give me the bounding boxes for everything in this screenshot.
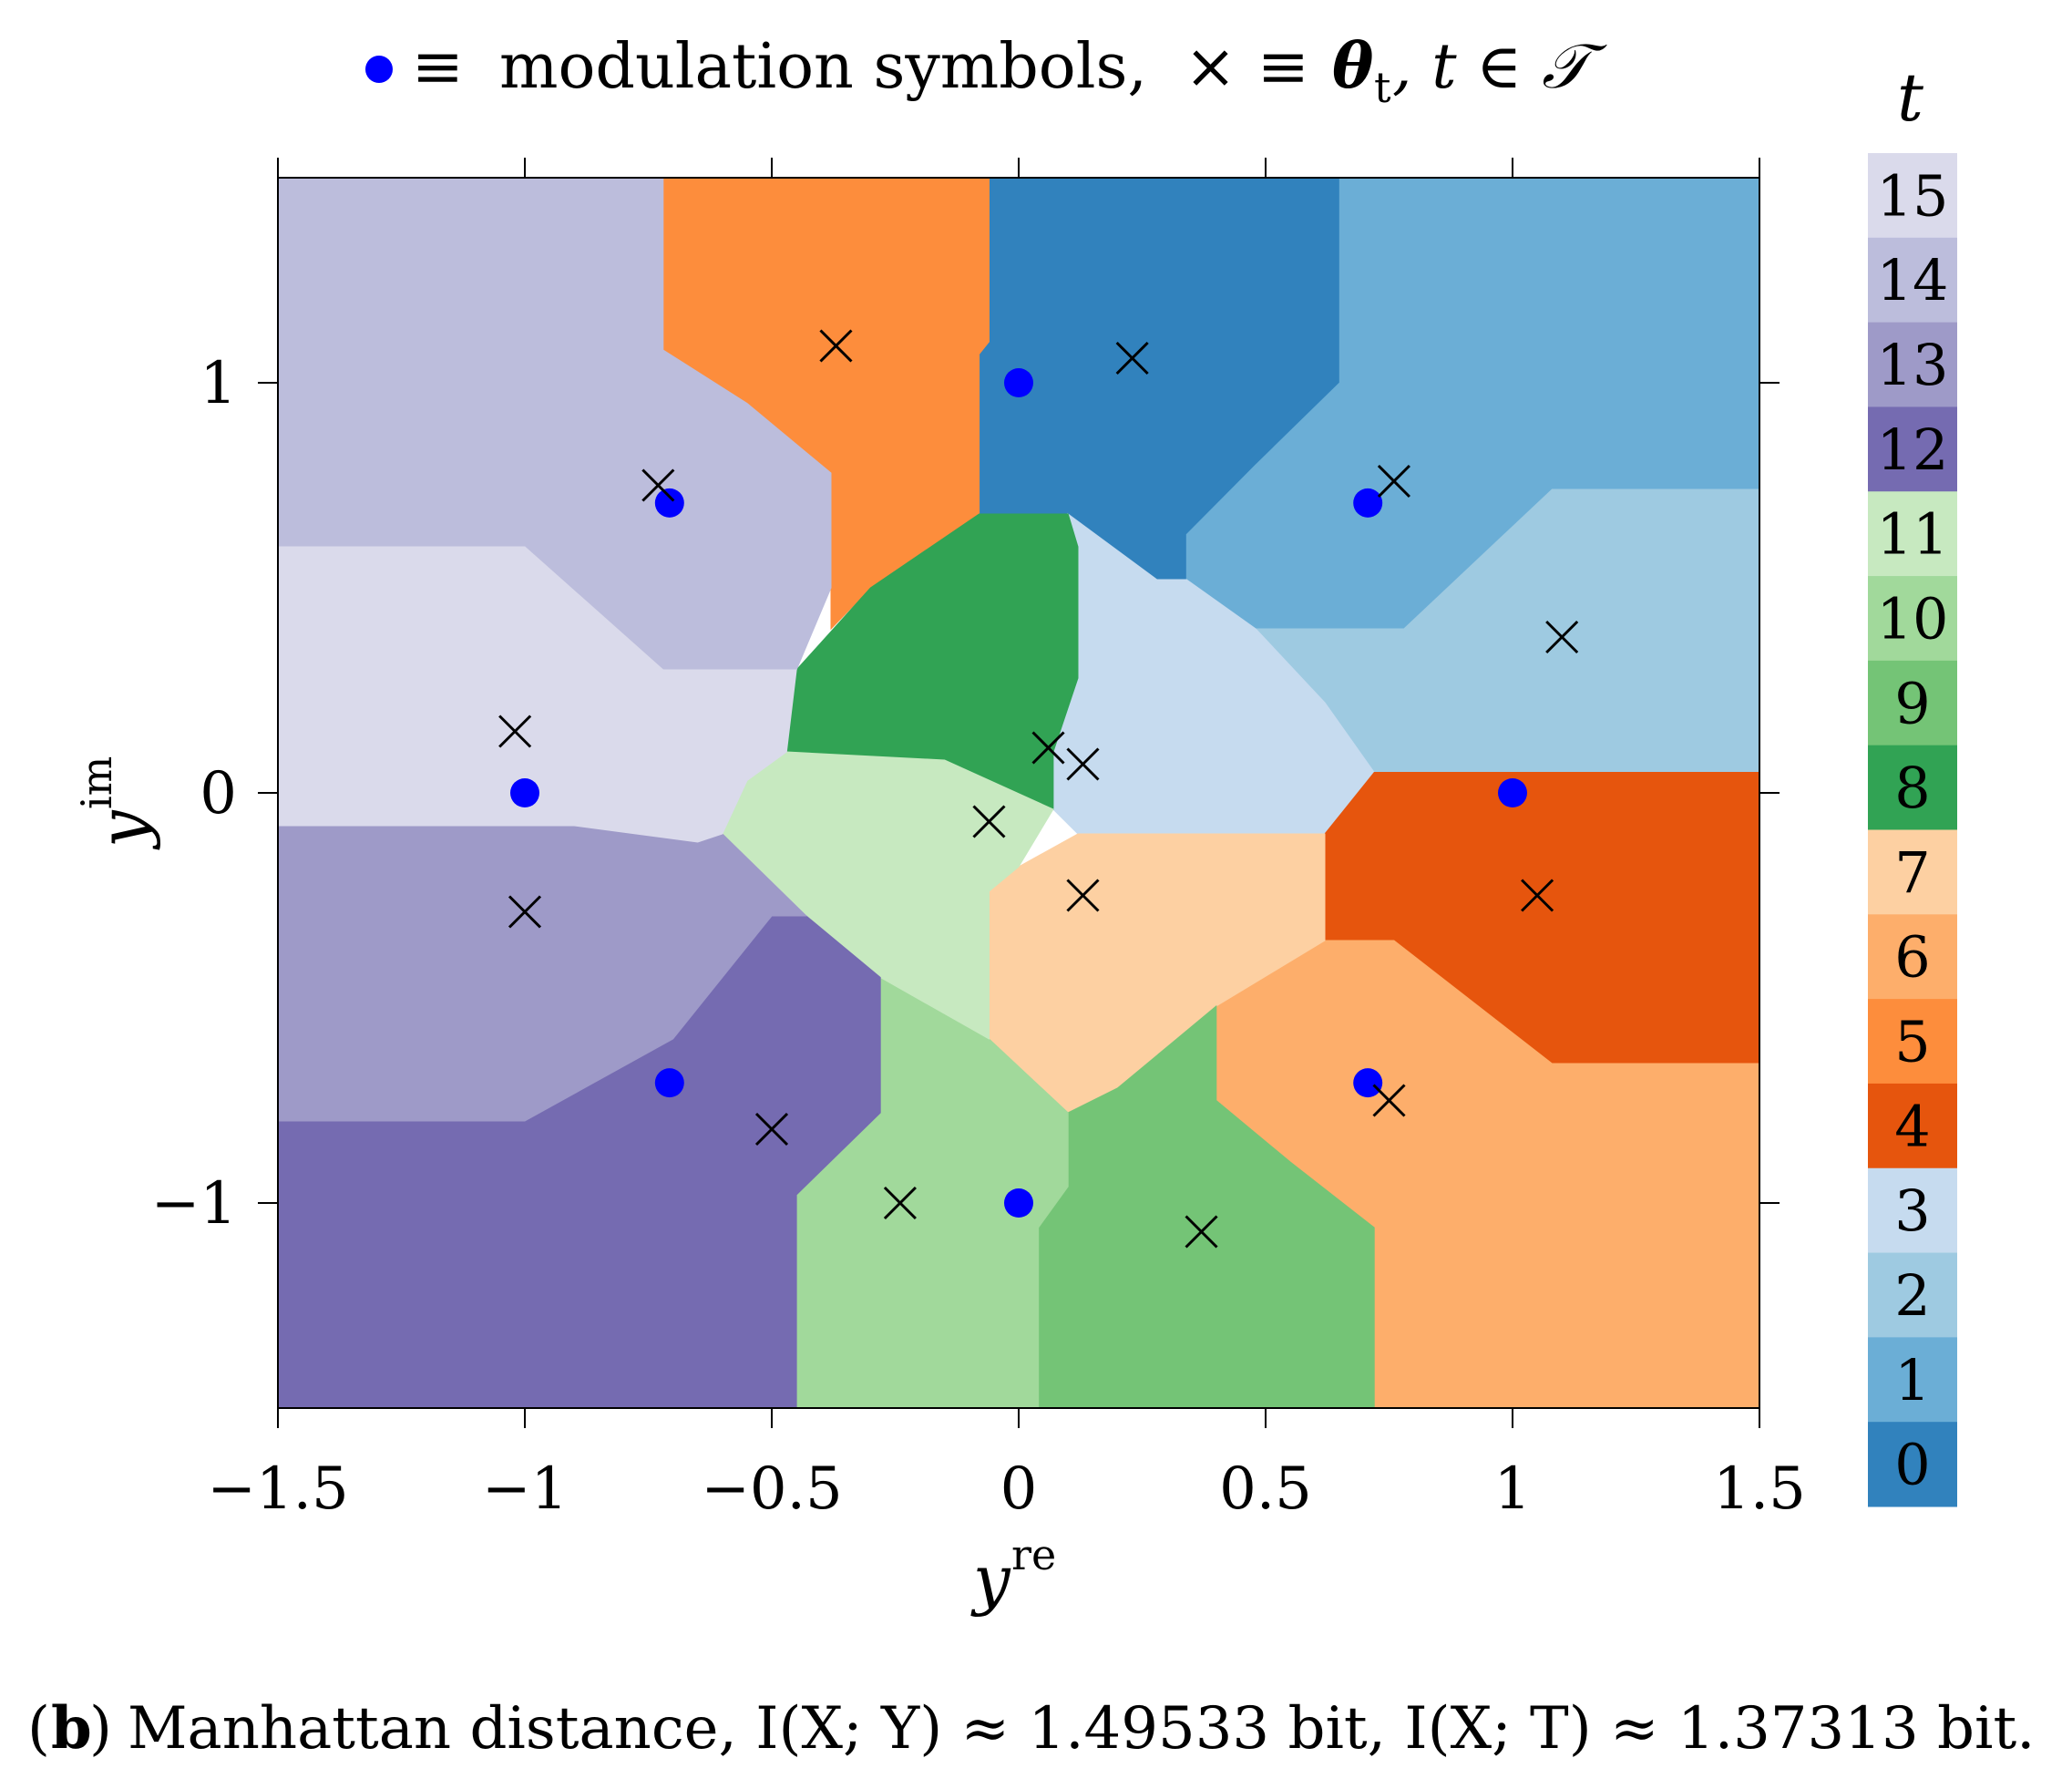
theta-marker xyxy=(641,468,675,502)
x-axis-label-main: y xyxy=(970,1541,1011,1618)
y-axis-label-main: y xyxy=(85,809,161,850)
colorbar-cell-14 xyxy=(1868,237,1957,324)
colorbar-label: 13 xyxy=(1877,332,1949,398)
x-tick-label: −1 xyxy=(482,1455,568,1523)
colorbar-cell-8 xyxy=(1868,745,1957,830)
caption-close-paren: ) xyxy=(89,1695,112,1763)
x-tick-label: 1.5 xyxy=(1713,1455,1806,1523)
legend-times: × xyxy=(1185,31,1236,103)
legend-cross-sub: t xyxy=(1374,63,1391,112)
y-tick-label: −1 xyxy=(151,1170,237,1238)
colorbar-label: 8 xyxy=(1894,755,1930,821)
colorbar-cell-1 xyxy=(1868,1337,1957,1423)
colorbar-cell-15 xyxy=(1868,153,1957,239)
colorbar-cell-9 xyxy=(1868,660,1957,746)
colorbar-label: 3 xyxy=(1894,1177,1930,1244)
colorbar-label: 1 xyxy=(1894,1347,1930,1414)
colorbar-label: 10 xyxy=(1877,585,1949,652)
theta-marker xyxy=(498,715,532,748)
modulation-symbol xyxy=(1498,778,1527,807)
colorbar-cell-2 xyxy=(1868,1252,1957,1338)
theta-marker xyxy=(972,805,1006,838)
modulation-symbol xyxy=(1353,488,1383,518)
colorbar-label: 9 xyxy=(1894,670,1930,736)
modulation-symbol xyxy=(1353,1068,1383,1098)
colorbar-label: 15 xyxy=(1877,162,1949,229)
colorbar-cell-10 xyxy=(1868,576,1957,662)
theta-marker xyxy=(1185,1215,1218,1249)
theta-marker xyxy=(1115,341,1149,375)
colorbar-label: 5 xyxy=(1894,1009,1930,1075)
theta-marker xyxy=(1031,731,1065,765)
modulation-symbol xyxy=(1004,1188,1033,1218)
caption-open-paren: ( xyxy=(27,1695,50,1763)
modulation-symbol xyxy=(654,1068,684,1098)
theta-marker xyxy=(1066,747,1100,781)
theta-marker xyxy=(1372,1084,1406,1117)
colorbar-cell-12 xyxy=(1868,406,1957,492)
theta-marker xyxy=(1545,620,1579,654)
theta-marker xyxy=(1521,879,1554,912)
theta-marker xyxy=(1066,879,1100,912)
colorbar-cell-6 xyxy=(1868,914,1957,1000)
x-tick-label: 0.5 xyxy=(1219,1455,1312,1523)
colorbar-label: 7 xyxy=(1894,839,1930,906)
colorbar-label: 11 xyxy=(1877,501,1949,568)
x-axis-label-sup: re xyxy=(1011,1530,1056,1579)
colorbar-cell-4 xyxy=(1868,1083,1957,1169)
theta-markers xyxy=(498,329,1579,1249)
x-axis-label: y re xyxy=(970,1530,1056,1618)
theta-marker xyxy=(1377,464,1410,499)
y-tick-label: 1 xyxy=(200,350,237,417)
x-tick-label: 0 xyxy=(1000,1455,1038,1523)
caption-text: Manhattan distance, I(X; Y) ≈ 1.49533 bi… xyxy=(128,1695,2036,1763)
theta-marker xyxy=(754,1112,789,1146)
theta-marker xyxy=(883,1186,917,1220)
colorbar-label: 14 xyxy=(1877,247,1949,314)
caption-label: b xyxy=(51,1694,92,1763)
legend-cross-label: θ xyxy=(1332,30,1374,103)
colorbar-cell-5 xyxy=(1868,999,1957,1085)
theta-marker xyxy=(508,895,542,929)
colorbar-cell-0 xyxy=(1868,1422,1957,1507)
axis-ticks xyxy=(258,158,1780,1428)
decision-regions xyxy=(277,177,1760,1409)
y-tick-labels: 1 0 −1 xyxy=(151,350,237,1238)
region-t15 xyxy=(277,546,797,843)
colorbar-cell-3 xyxy=(1868,1167,1957,1254)
legend-dot-label: modulation symbols, xyxy=(499,31,1147,103)
legend-equiv-2: ≡ xyxy=(1257,31,1309,103)
x-tick-label: −0.5 xyxy=(701,1455,842,1523)
colorbar-label: 2 xyxy=(1894,1262,1930,1329)
colorbar-label: 6 xyxy=(1894,924,1930,991)
colorbar-cell-7 xyxy=(1868,829,1957,915)
modulation-symbol xyxy=(510,778,539,807)
legend-set-expr: , t ∈ 𝒯 xyxy=(1392,31,1607,103)
figure-caption: ( b ) Manhattan distance, I(X; Y) ≈ 1.49… xyxy=(27,1694,2036,1763)
colorbar-label: 0 xyxy=(1894,1432,1930,1498)
modulation-symbol xyxy=(1004,368,1033,397)
y-tick-label: 0 xyxy=(200,760,237,828)
theta-marker xyxy=(819,329,853,363)
legend-dot-marker xyxy=(365,56,393,83)
colorbar-label: 4 xyxy=(1894,1093,1930,1159)
chart-title: ≡ modulation symbols, × ≡ θ t , t ∈ 𝒯 xyxy=(365,30,1607,112)
x-tick-label: −1.5 xyxy=(207,1455,348,1523)
legend-equiv-1: ≡ xyxy=(412,31,464,103)
colorbar-cell-11 xyxy=(1868,491,1957,577)
modulation-symbol xyxy=(654,488,684,518)
y-axis-label: y im xyxy=(72,756,161,850)
colorbar-title: t xyxy=(1897,59,1924,136)
colorbar-cell-13 xyxy=(1868,322,1957,407)
x-tick-label: 1 xyxy=(1494,1455,1532,1523)
y-axis-label-sup: im xyxy=(72,756,121,809)
colorbar-label: 12 xyxy=(1877,416,1949,483)
x-tick-labels: −1.5 −1 −0.5 0 0.5 1 1.5 xyxy=(207,1455,1806,1523)
modulation-symbols xyxy=(510,368,1527,1218)
